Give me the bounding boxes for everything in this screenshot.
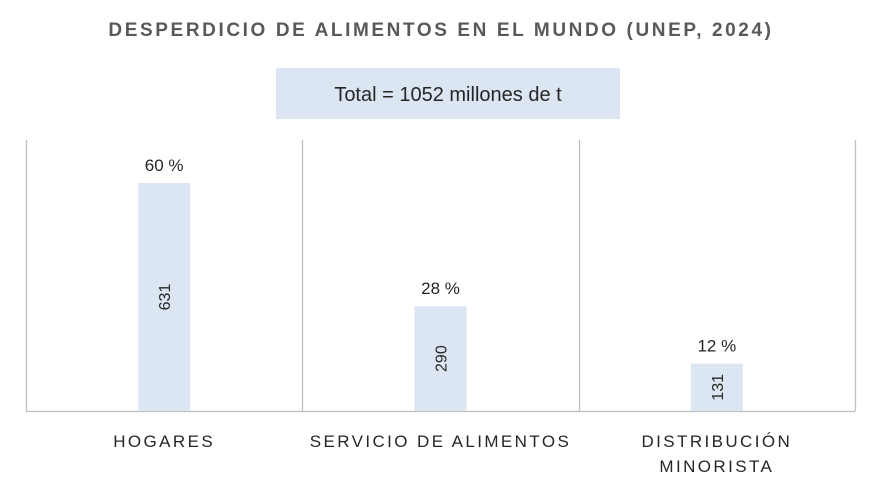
bar — [690, 363, 743, 411]
value-label: 290 — [434, 345, 451, 372]
percent-label: 28 % — [421, 279, 460, 298]
bar — [138, 182, 191, 411]
bar — [414, 306, 467, 411]
total-annotation-box — [276, 68, 620, 119]
category-label: HOGARES — [113, 432, 215, 451]
category-label: DISTRIBUCIÓN — [642, 432, 793, 451]
total-annotation: Total = 1052 millones de t — [334, 84, 562, 106]
percent-label: 12 % — [697, 337, 736, 356]
value-label: 631 — [157, 284, 174, 311]
category-label: MINORISTA — [659, 457, 774, 476]
percent-label: 60 % — [145, 156, 184, 175]
plot-area: 60 % 631 HOGARES 28 % 290 SERVICIO DE ALIMENT… — [25, 140, 857, 476]
value-label: 131 — [710, 374, 727, 401]
category-label: SERVICIO DE ALIMENTOS — [310, 432, 571, 451]
chart-title: DESPERDICIO DE ALIMENTOS EN EL MUNDO (UN… — [108, 20, 773, 41]
